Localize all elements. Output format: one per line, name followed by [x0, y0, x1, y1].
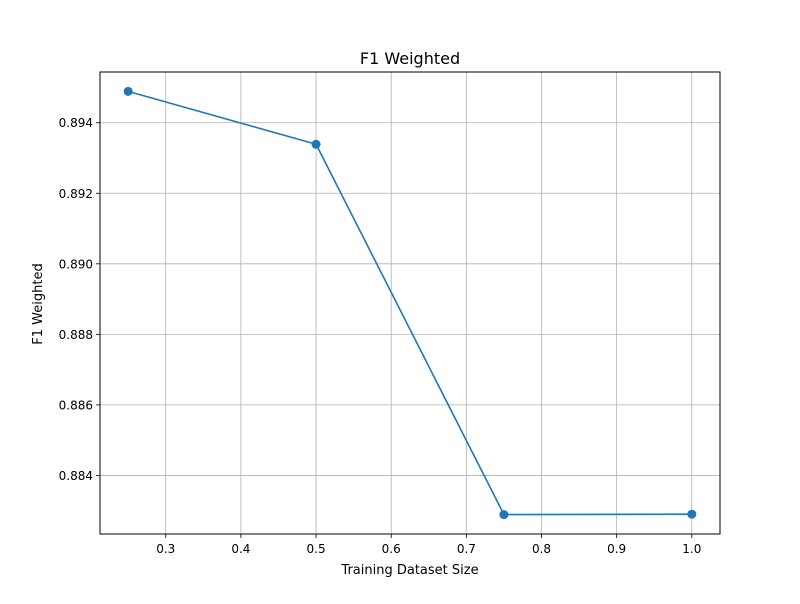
- y-tick-label: 0.892: [59, 187, 93, 201]
- y-tick-label: 0.886: [59, 398, 93, 412]
- data-point: [123, 86, 133, 96]
- axis-ticks: 0.3 0.4 0.5 0.6 0.7 0.8 0.9 1.0 0.884 0.886 0.888 0…: [59, 116, 702, 556]
- y-tick-label: 0.890: [59, 257, 93, 271]
- y-tick-label: 0.894: [59, 116, 93, 130]
- x-tick-label: 0.3: [156, 542, 175, 556]
- y-axis-label: F1 Weighted: [31, 263, 46, 344]
- plot-area-frame: [99, 71, 721, 535]
- y-tick-label: 0.884: [59, 469, 93, 483]
- series-line: [127, 90, 692, 516]
- data-point: [687, 509, 697, 519]
- x-tick-label: 0.4: [231, 542, 250, 556]
- data-point: [499, 510, 509, 520]
- chart-title: F1 Weighted: [360, 49, 460, 68]
- x-tick-label: 0.7: [457, 542, 476, 556]
- data-point: [311, 139, 321, 149]
- x-tick-label: 0.9: [607, 542, 626, 556]
- y-tick-label: 0.888: [59, 328, 93, 342]
- x-axis-label: Training Dataset Size: [340, 563, 478, 578]
- series-layer: [123, 86, 697, 520]
- x-tick-label: 0.8: [532, 542, 551, 556]
- x-tick-label: 0.5: [307, 542, 326, 556]
- x-tick-label: 0.6: [382, 542, 401, 556]
- grid-lines: [100, 72, 720, 534]
- x-tick-label: 1.0: [682, 542, 701, 556]
